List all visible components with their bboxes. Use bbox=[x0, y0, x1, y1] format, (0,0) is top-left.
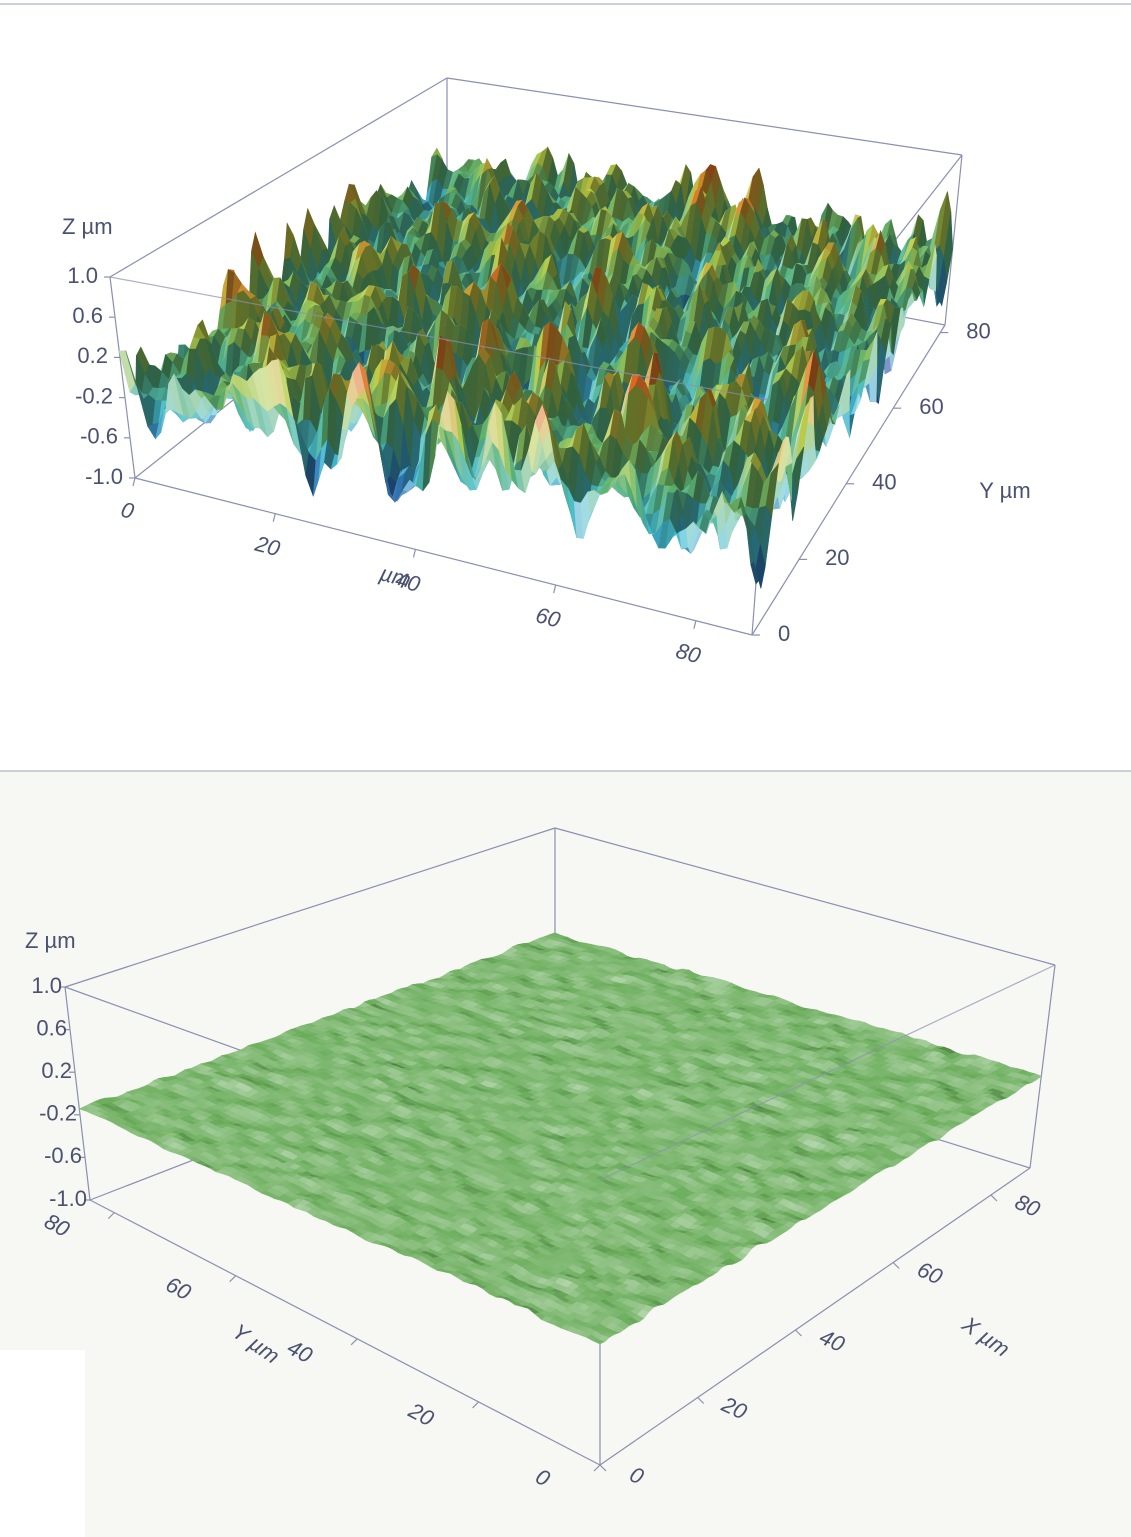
z-axis-label: Z µm bbox=[25, 928, 76, 953]
tick-label: 1.0 bbox=[31, 973, 62, 998]
tick-label: 0 bbox=[778, 621, 790, 646]
tick-label: 0.2 bbox=[41, 1058, 72, 1083]
z-axis-label: Z µm bbox=[62, 214, 113, 239]
tick-label: -1.0 bbox=[85, 464, 123, 489]
tick-label: 40 bbox=[872, 470, 896, 495]
tick-label: -1.0 bbox=[49, 1186, 87, 1211]
y-axis-label: Y µm bbox=[979, 478, 1030, 503]
figure: 1.00.60.2-0.2-0.6-1.0020406080020406080Z… bbox=[0, 0, 1131, 1537]
tick-label: -0.6 bbox=[44, 1143, 82, 1168]
blank-patch bbox=[0, 1350, 85, 1537]
tick-label: 0.6 bbox=[36, 1015, 67, 1040]
tick-label: -0.2 bbox=[75, 383, 113, 408]
tick-label: 0.6 bbox=[72, 303, 103, 328]
tick-label: 0.2 bbox=[77, 343, 108, 368]
tick-label: 80 bbox=[966, 318, 990, 343]
tick-label: 20 bbox=[825, 545, 849, 570]
tick-label: -0.2 bbox=[39, 1101, 77, 1126]
tick-label: 1.0 bbox=[67, 263, 98, 288]
tick-label: 60 bbox=[919, 394, 943, 419]
tick-label: -0.6 bbox=[80, 424, 118, 449]
